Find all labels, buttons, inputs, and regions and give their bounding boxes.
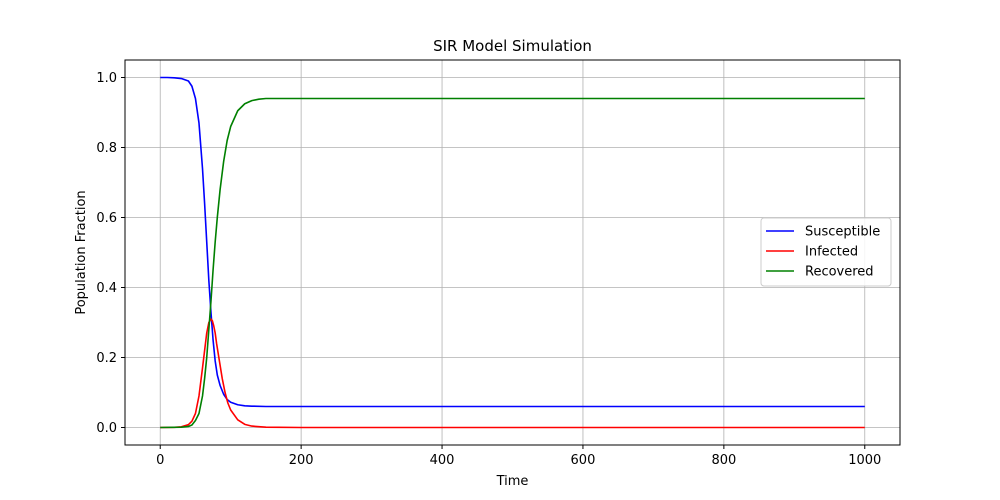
x-tick-label: 200: [289, 453, 314, 468]
x-axis-label: Time: [496, 474, 529, 489]
y-tick-label: 0.0: [96, 421, 117, 436]
y-tick-label: 0.2: [96, 351, 117, 366]
y-tick-label: 0.8: [96, 141, 117, 156]
series-layer: [160, 76, 865, 429]
x-tick-label: 800: [711, 453, 736, 468]
series-line-recovered: [160, 97, 865, 429]
legend: Susceptible Infected Recovered: [760, 217, 892, 287]
x-tick-label: 400: [430, 453, 455, 468]
x-tick-label: 0: [156, 453, 164, 468]
tick-layer: 0 200 400 600 800 1000 0.0 0.2 0.4 0.6 0.8 1.0: [96, 71, 881, 468]
legend-box: [760, 217, 892, 287]
y-tick-label: 0.6: [96, 211, 117, 226]
legend-label-susceptible: Susceptible: [805, 225, 880, 240]
chart-title: SIR Model Simulation: [433, 37, 592, 55]
y-tick-label: 1.0: [96, 71, 117, 86]
plot-frame: [124, 59, 901, 446]
x-tick-label: 1000: [848, 453, 881, 468]
series-line-susceptible: [160, 76, 865, 408]
legend-label-recovered: Recovered: [805, 265, 874, 280]
x-tick-label: 600: [571, 453, 596, 468]
y-axis-label: Population Fraction: [74, 190, 89, 314]
y-tick-label: 0.4: [96, 281, 117, 296]
series-line-infected: [160, 318, 865, 429]
legend-label-infected: Infected: [805, 245, 858, 260]
